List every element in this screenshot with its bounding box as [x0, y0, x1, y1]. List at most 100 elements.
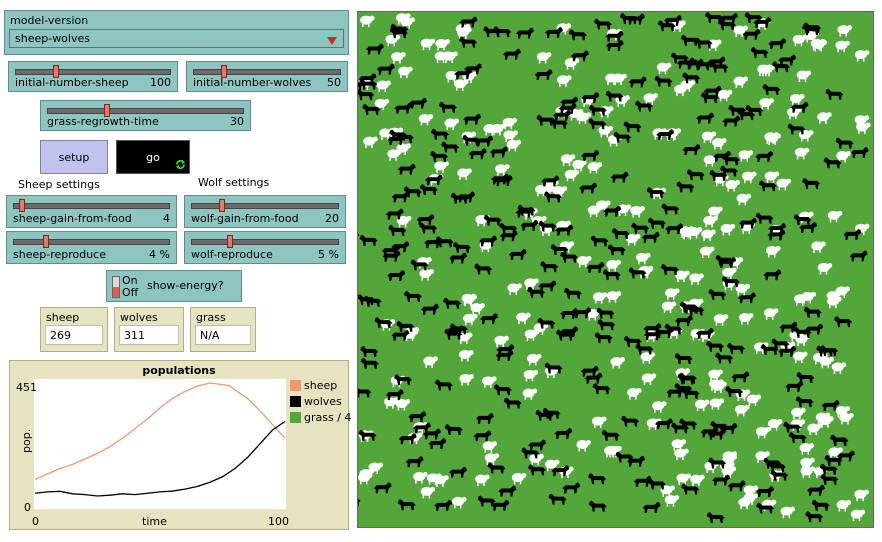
sheep-agent	[604, 445, 619, 458]
sheep-agent	[763, 308, 779, 320]
wolf-agent	[360, 357, 379, 369]
wolf-agent	[358, 233, 360, 237]
wolf-agent	[654, 75, 673, 87]
slider-grass-regrowth-time[interactable]: grass-regrowth-time 30	[40, 100, 251, 131]
sheep-agent	[596, 200, 611, 212]
sheep-agent	[800, 466, 816, 478]
slider-initial-number-wolves[interactable]: initial-number-wolves 50	[186, 61, 348, 92]
sheep-agent	[591, 416, 607, 429]
sheep-agent	[835, 286, 851, 298]
sheep-agent	[811, 241, 826, 253]
wolf-agent	[555, 224, 574, 236]
sheep-agent	[733, 25, 748, 38]
sheep-agent	[722, 454, 737, 467]
wolf-agent	[596, 307, 615, 319]
slider-track[interactable]	[13, 239, 170, 245]
slider-track[interactable]	[47, 108, 244, 114]
wolf-agent	[359, 78, 378, 90]
wolf-agent	[396, 320, 415, 332]
world-canvas[interactable]	[358, 12, 873, 527]
slider-track[interactable]	[191, 239, 339, 245]
sheep-agent	[435, 39, 450, 51]
show-energy-switch[interactable]: On Off show-energy?	[106, 270, 242, 302]
slider-sheep-gain-from-food[interactable]: sheep-gain-from-food 4	[6, 195, 177, 228]
wolf-agent	[528, 439, 547, 451]
sheep-agent	[836, 151, 851, 163]
monitor-label: wolves	[120, 311, 158, 324]
sheep-agent	[506, 139, 522, 152]
wolf-agent	[502, 48, 521, 60]
wolf-agent	[374, 317, 393, 329]
slider-handle[interactable]	[19, 199, 26, 212]
slider-track[interactable]	[13, 203, 170, 209]
slider-track[interactable]	[191, 203, 339, 209]
wolf-agent	[850, 147, 869, 159]
wolf-agent	[671, 422, 690, 434]
slider-name: sheep-reproduce	[13, 248, 107, 261]
monitor-value: N/A	[195, 325, 251, 345]
wolf-agent	[560, 251, 579, 263]
wolf-agent	[607, 244, 626, 256]
x-axis-label: time	[142, 515, 167, 528]
switch-track[interactable]	[112, 276, 120, 298]
slider-track[interactable]	[193, 69, 341, 75]
slider-handle[interactable]	[104, 104, 111, 117]
wolf-agent	[551, 465, 570, 477]
wolf-agent	[745, 104, 764, 116]
slider-wolf-gain-from-food[interactable]: wolf-gain-from-food 20	[184, 195, 346, 228]
sheep-agent	[420, 38, 436, 51]
dropdown-arrow-icon[interactable]	[327, 37, 337, 45]
slider-wolf-reproduce[interactable]: wolf-reproduce 5 %	[184, 231, 346, 264]
slider-handle[interactable]	[226, 235, 233, 248]
sheep-agent	[815, 412, 831, 425]
slider-track[interactable]	[15, 69, 171, 75]
slider-name: wolf-reproduce	[191, 248, 273, 261]
sheep-agent	[360, 15, 375, 28]
wolf-agent	[394, 102, 413, 114]
sheep-agent	[576, 112, 592, 124]
slider-handle[interactable]	[219, 199, 226, 212]
wolf-agent	[737, 292, 756, 304]
sheep-agent	[625, 234, 641, 246]
model-version-select[interactable]: sheep-wolves	[9, 29, 344, 48]
wolf-agent	[475, 412, 494, 424]
slider-value: 100	[150, 76, 171, 89]
sheep-agent	[854, 50, 870, 62]
wolf-agent	[391, 191, 410, 203]
sheep-agent	[557, 75, 572, 87]
wolf-agent	[825, 88, 844, 100]
setup-button[interactable]: setup	[40, 140, 108, 174]
wolf-agent	[483, 214, 502, 226]
wolf-agent	[605, 40, 624, 52]
world-view[interactable]	[357, 11, 874, 528]
wolf-agent	[790, 101, 809, 113]
switch-handle[interactable]	[113, 287, 119, 297]
legend-swatch	[290, 380, 301, 391]
wolf-agent	[756, 502, 775, 514]
model-version-chooser[interactable]: model-version sheep-wolves	[4, 10, 349, 55]
wolf-agent	[654, 418, 673, 430]
wolf-agent	[802, 177, 821, 189]
slider-handle[interactable]	[52, 65, 59, 78]
slider-initial-number-sheep[interactable]: initial-number-sheep 100	[8, 61, 178, 92]
wolf-agent	[770, 469, 789, 481]
go-button[interactable]: go	[116, 140, 190, 174]
sheep-agent	[640, 352, 656, 364]
slider-sheep-reproduce[interactable]: sheep-reproduce 4 %	[6, 231, 177, 264]
sheep-agent	[363, 136, 378, 149]
wolf-agent	[365, 43, 384, 55]
wolf-agent	[727, 342, 746, 354]
slider-handle[interactable]	[221, 65, 228, 78]
slider-handle[interactable]	[43, 235, 50, 248]
wolf-agent	[560, 326, 579, 338]
sheep-agent	[526, 353, 542, 366]
wolf-agent	[835, 137, 854, 149]
sheep-agent	[484, 453, 500, 465]
wolf-agent	[601, 429, 620, 441]
wolf-agent	[416, 214, 435, 226]
wolf-agent	[753, 16, 772, 28]
monitor-label: sheep	[46, 311, 80, 324]
sheep-agent	[854, 489, 869, 502]
wolf-agent	[799, 221, 818, 233]
wolf-agent	[441, 141, 460, 153]
